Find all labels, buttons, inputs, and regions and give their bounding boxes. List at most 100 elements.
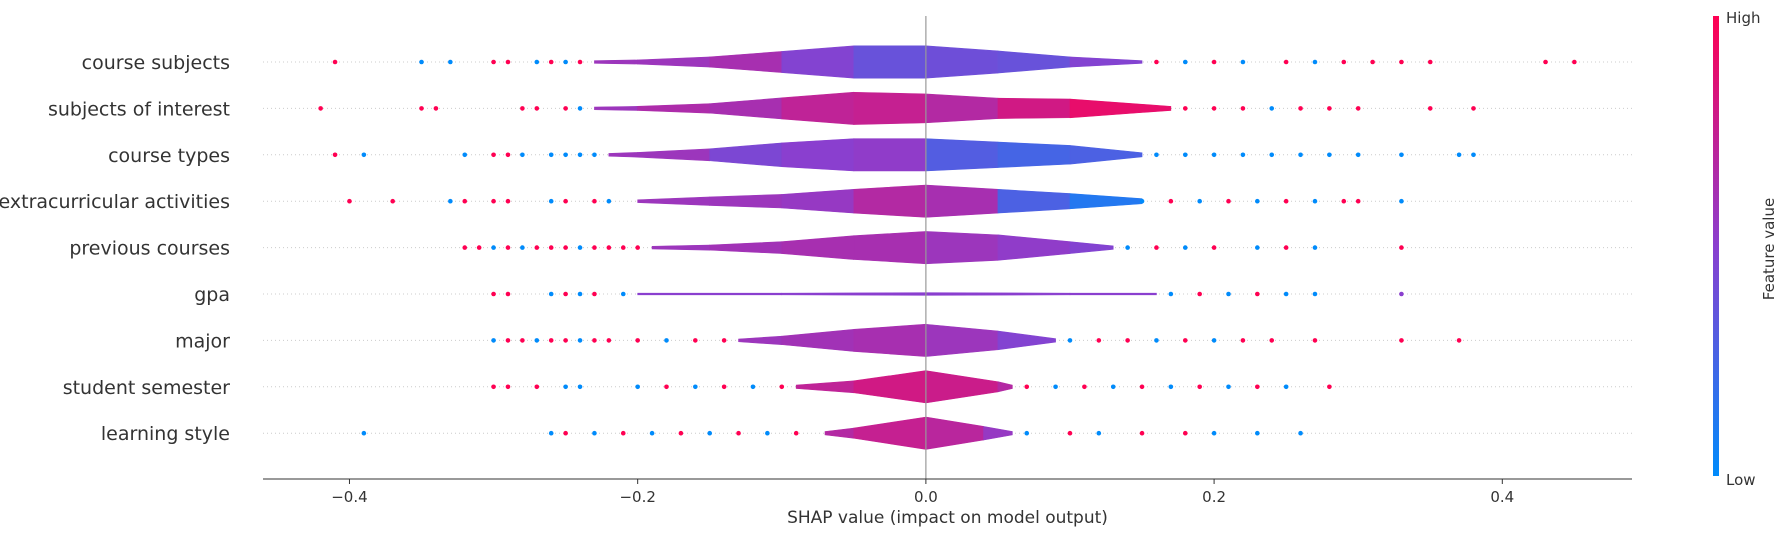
shap-point [505,59,511,65]
shap-point [577,384,583,390]
violin-segment [824,427,855,439]
violin-segment [997,50,1071,74]
shap-point [491,291,496,297]
shap-point [332,152,338,158]
shap-point [1182,245,1188,250]
violin-segment [651,244,711,251]
shap-point [1226,384,1231,390]
shap-point [1211,59,1217,65]
shap-point [1255,291,1260,297]
shap-point [1154,59,1159,65]
violin-segment [997,234,1071,261]
violin-segment [925,93,999,124]
shap-point [1456,338,1462,343]
violin-segment [594,106,638,111]
violin-segment [1069,56,1143,68]
shap-point [736,430,741,436]
shap-point [419,59,424,65]
shap-point [563,291,568,297]
shap-point [1298,106,1303,111]
shap-point [1182,338,1188,343]
feature-label: gpa [194,284,230,306]
shap-point [635,338,640,343]
shap-point [620,291,626,297]
violin-segment [997,97,1071,119]
shap-point [1283,384,1289,390]
violin-segment [853,416,927,450]
violin-segment [608,152,638,158]
shap-point [361,430,367,436]
shap-point [1211,338,1217,343]
violin [637,292,1157,296]
shap-point [765,430,770,436]
shap-point [721,338,727,343]
shap-point [1341,198,1347,204]
shap-point [1355,152,1361,158]
shap-point [534,106,540,111]
violin [594,45,1143,79]
shap-point [1182,106,1188,111]
shap-point [520,338,525,343]
shap-point [1312,338,1318,343]
shap-point [1355,106,1361,111]
violin [824,416,1013,450]
shap-point [491,338,496,343]
shap-point [1298,152,1303,158]
violin-segment [1069,193,1143,210]
shap-point [1427,106,1433,111]
shap-point [1240,152,1246,158]
violin-segment [1069,98,1172,119]
x-tick-label: 0.4 [1490,488,1514,506]
violin-segment [738,335,783,345]
shap-point [1168,198,1174,204]
violin-segment [925,138,999,172]
feature-label: course types [108,145,230,167]
violin-segment [1069,241,1114,254]
shap-point [664,338,669,343]
shap-point [332,59,338,65]
violin-segment [709,97,783,120]
shap-point [693,338,698,343]
shap-point [563,245,568,250]
shap-point [1255,384,1260,390]
shap-point [1283,198,1289,204]
shap-point [1399,245,1404,250]
shap-point [664,384,669,390]
violin-layer [594,45,1172,450]
violin-segment [637,56,711,68]
shap-point [505,338,511,343]
shap-point [1096,430,1102,436]
shap-point [1255,245,1260,250]
shap-point [1312,291,1318,297]
violin-segment [795,380,855,394]
shap-point [1255,198,1260,204]
shap-point [1125,245,1130,250]
violin [594,91,1172,125]
shap-point [1154,338,1159,343]
feature-label: extracurricular activities [0,191,230,213]
shap-point [1427,59,1433,65]
shap-point [577,338,583,343]
violin [637,184,1143,218]
shap-point [1067,338,1073,343]
shap-point [505,198,511,204]
shap-point [1154,245,1159,250]
shap-point [1182,59,1188,65]
shap-point [534,338,540,343]
shap-point [548,338,554,343]
violin-segment [925,416,984,450]
violin-segment [997,330,1056,351]
violin [608,138,1143,172]
shap-point [1211,245,1217,250]
shap-point [592,198,597,204]
shap-point [620,245,626,250]
shap-point [1024,430,1030,436]
shap-point [1399,152,1404,158]
violin-segment [709,241,783,254]
shap-point [1312,198,1318,204]
violin-segment [853,370,927,404]
shap-point [548,291,554,297]
shap-point [548,59,554,65]
shap-point [563,338,568,343]
shap-point [1168,291,1174,297]
